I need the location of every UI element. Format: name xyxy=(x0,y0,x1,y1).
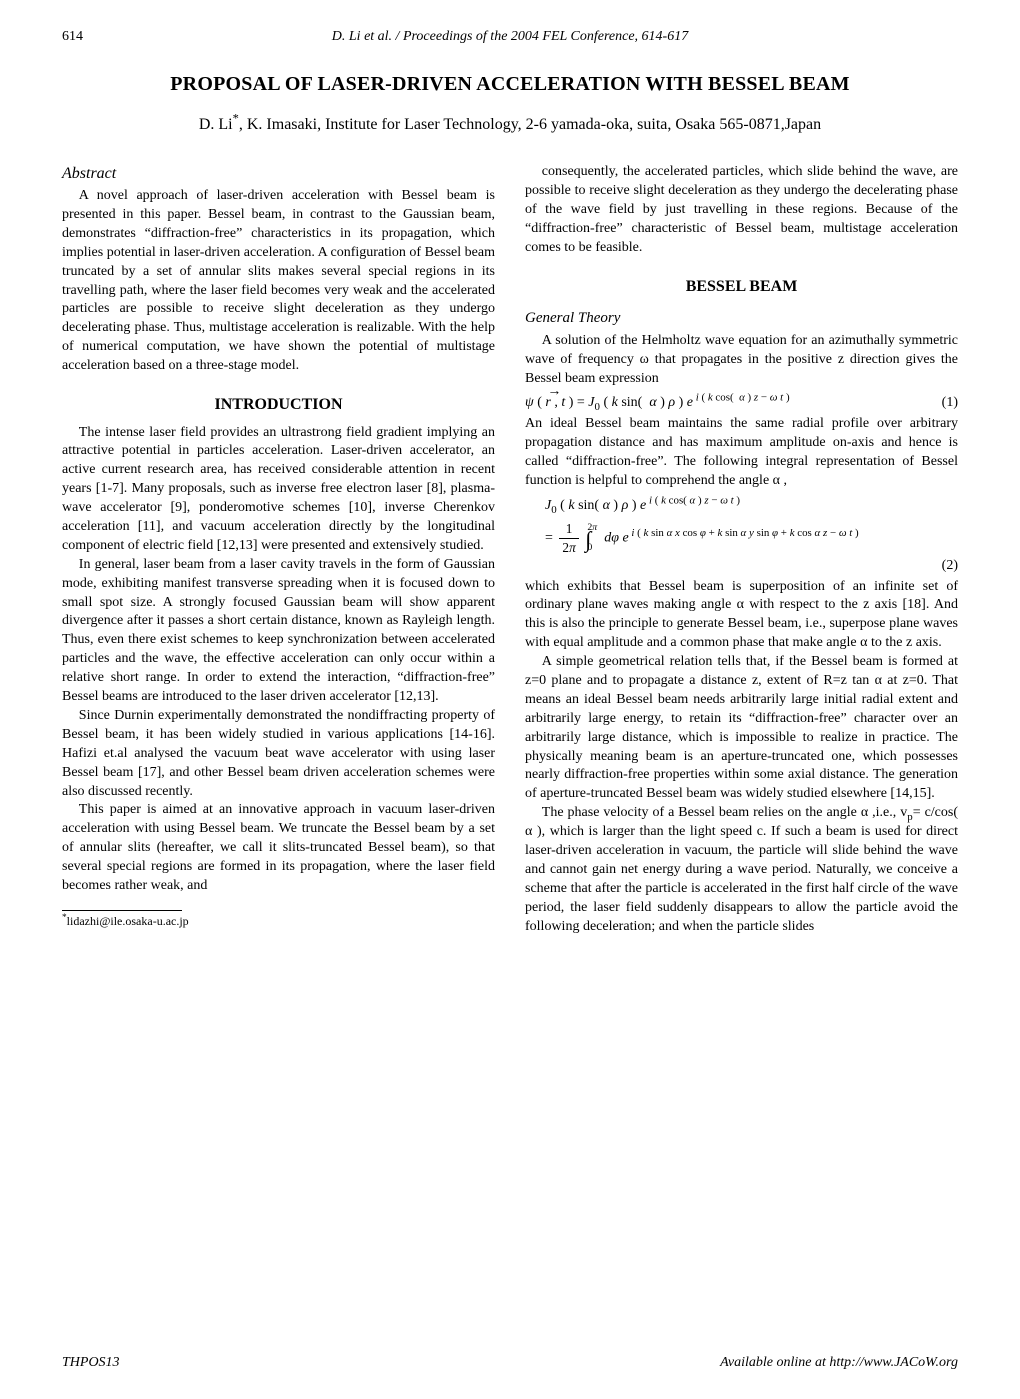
paper-title: PROPOSAL OF LASER-DRIVEN ACCELERATION WI… xyxy=(62,71,958,98)
bessel-p3: which exhibits that Bessel beam is super… xyxy=(525,578,958,654)
section-heading-introduction: INTRODUCTION xyxy=(62,394,495,416)
page-footer: THPOS13 Available online at http://www.J… xyxy=(62,1354,958,1373)
two-column-body: Abstract A novel approach of laser-drive… xyxy=(62,163,958,936)
bessel-p1: A solution of the Helmholtz wave equatio… xyxy=(525,332,958,389)
footnote-rule xyxy=(62,910,182,911)
intro-p3: Since Durnin experimentally demonstrated… xyxy=(62,707,495,801)
abstract-heading: Abstract xyxy=(62,163,495,185)
equation-2-line2: = 12π ∫2π0 dφ e i ( k sin α x cos φ + k … xyxy=(545,520,859,557)
abstract-body: A novel approach of laser-driven acceler… xyxy=(62,187,495,376)
bessel-p4: A simple geometrical relation tells that… xyxy=(525,653,958,804)
authors-line: D. Li*, K. Imasaki, Institute for Laser … xyxy=(62,114,958,136)
page-number: 614 xyxy=(62,28,83,47)
equation-1-number: (1) xyxy=(932,394,958,413)
equation-2-line1: J0 ( k sin( α ) ρ ) e i ( k cos( α ) z −… xyxy=(545,497,740,516)
running-header: D. Li et al. / Proceedings of the 2004 F… xyxy=(62,28,958,47)
page: 614 D. Li et al. / Proceedings of the 20… xyxy=(0,0,1020,1399)
equation-1: ψ ( →r , t ) = J0 ( k sin( α ) ρ ) e i (… xyxy=(525,394,958,413)
intro-p4: This paper is aimed at an innovative app… xyxy=(62,801,495,895)
equation-1-body: ψ ( →r , t ) = J0 ( k sin( α ) ρ ) e i (… xyxy=(525,394,790,413)
footnote-email: *lidazhi@ile.osaka-u.ac.jp xyxy=(62,913,495,929)
equation-2-number: (2) xyxy=(932,557,958,576)
footer-left: THPOS13 xyxy=(62,1354,120,1373)
col2-continuation: consequently, the accelerated particles,… xyxy=(525,163,958,257)
equation-2: J0 ( k sin( α ) ρ ) e i ( k cos( α ) z −… xyxy=(525,497,958,576)
intro-p2: In general, laser beam from a laser cavi… xyxy=(62,556,495,707)
subsection-heading-general-theory: General Theory xyxy=(525,308,958,328)
bessel-p2: An ideal Bessel beam maintains the same … xyxy=(525,415,958,491)
intro-p1: The intense laser field provides an ultr… xyxy=(62,424,495,556)
footer-right: Available online at http://www.JACoW.org xyxy=(720,1354,958,1373)
bessel-p5: The phase velocity of a Bessel beam reli… xyxy=(525,804,958,936)
section-heading-bessel: BESSEL BEAM xyxy=(525,276,958,298)
